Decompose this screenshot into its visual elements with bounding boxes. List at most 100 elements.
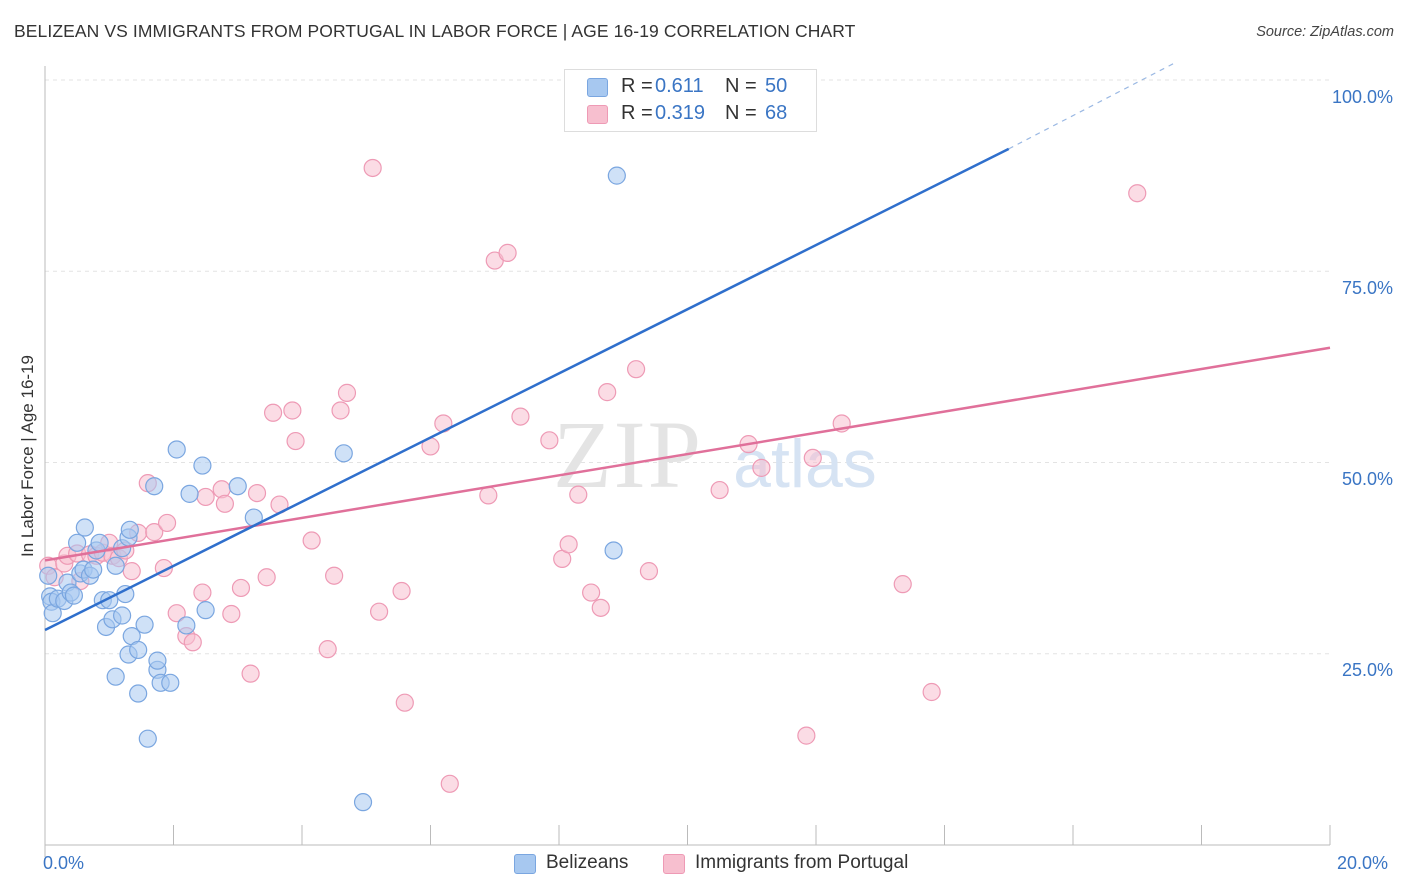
legend-n-label: N = (725, 75, 757, 97)
point-portugal-28 (241, 664, 260, 683)
point-belizeans-30 (129, 640, 148, 660)
point-belizeans-31 (129, 684, 148, 703)
point-portugal-43 (395, 693, 414, 712)
point-portugal-58 (626, 360, 646, 379)
y-tick-label-50: 50.0% (1341, 469, 1393, 489)
legend-swatch-belizeans (587, 78, 608, 97)
point-portugal-36 (318, 640, 337, 659)
legend-r-value: 0.319 (655, 102, 706, 124)
point-portugal-38 (331, 401, 350, 420)
point-portugal-51 (540, 431, 559, 450)
point-belizeans-32 (135, 615, 154, 634)
point-portugal-64 (803, 448, 822, 468)
point-portugal-21 (183, 633, 202, 652)
point-belizeans-34 (145, 477, 164, 496)
source-label: Source: ZipAtlas.com (1256, 24, 1394, 40)
point-belizeans-33 (138, 729, 157, 748)
point-portugal-16 (145, 523, 164, 542)
legend-r-value: 0.611 (655, 75, 704, 97)
point-portugal-66 (893, 575, 912, 594)
point-belizeans-16 (90, 533, 109, 552)
point-portugal-35 (302, 531, 321, 550)
point-portugal-56 (591, 598, 610, 617)
point-portugal-55 (582, 583, 601, 602)
point-belizeans-39 (167, 440, 186, 459)
point-belizeans-9 (68, 533, 87, 552)
point-portugal-68 (1128, 184, 1147, 203)
point-portugal-53 (559, 535, 578, 554)
trend-lines (44, 61, 1331, 632)
point-portugal-30 (257, 568, 276, 587)
point-belizeans-21 (106, 667, 125, 686)
point-portugal-18 (157, 513, 177, 533)
y-axis-title: In Labor Force | Age 16-19 (18, 355, 37, 557)
axes (44, 66, 1331, 857)
point-belizeans-44 (228, 477, 247, 496)
legend-r-label: R = (621, 75, 653, 97)
point-belizeans-48 (607, 166, 626, 185)
point-portugal-60 (710, 480, 729, 500)
point-belizeans-36 (148, 651, 167, 670)
legend-label-belizeans: Belizeans (546, 852, 629, 873)
chart-title: BELIZEAN VS IMMIGRANTS FROM PORTUGAL IN … (14, 21, 856, 41)
point-portugal-42 (392, 581, 411, 601)
point-portugal-31 (263, 403, 283, 422)
point-belizeans-47 (353, 793, 373, 812)
point-portugal-22 (193, 583, 212, 602)
point-belizeans-22 (106, 556, 125, 575)
point-portugal-54 (569, 485, 588, 504)
point-portugal-62 (752, 458, 771, 477)
point-portugal-39 (337, 383, 357, 402)
legend-r-label: R = (621, 102, 653, 124)
legend-swatch-portugal (663, 854, 685, 874)
legend-n-label: N = (725, 102, 757, 124)
point-belizeans-40 (177, 616, 196, 635)
point-portugal-26 (222, 604, 241, 624)
point-portugal-33 (283, 401, 302, 420)
point-belizeans-38 (161, 673, 180, 692)
point-portugal-57 (598, 383, 617, 402)
series-belizeans-points (39, 166, 626, 812)
y-tick-label-75: 75.0% (1341, 278, 1393, 298)
point-portugal-47 (479, 486, 498, 505)
legend-swatch-belizeans (514, 854, 536, 874)
legend-stats: R = 0.611 N = 50 R = 0.319 N = 68 (564, 69, 817, 132)
trend-line-portugal (44, 346, 1331, 562)
point-belizeans-49 (604, 541, 623, 560)
trend-extension-belizeans (1008, 61, 1177, 150)
point-portugal-46 (440, 774, 459, 793)
point-portugal-40 (363, 158, 382, 178)
point-portugal-34 (286, 431, 305, 451)
legend-swatch-portugal (587, 105, 608, 124)
point-portugal-63 (797, 726, 816, 745)
point-belizeans-24 (112, 606, 132, 625)
point-portugal-59 (639, 562, 659, 581)
point-portugal-50 (511, 407, 530, 426)
point-portugal-41 (370, 602, 389, 621)
point-belizeans-46 (334, 444, 353, 463)
point-portugal-29 (247, 484, 267, 503)
y-tick-label-100: 100.0% (1331, 87, 1393, 107)
point-portugal-13 (122, 562, 141, 581)
x-tick-label-min: 0.0% (43, 853, 85, 873)
y-tick-label-25: 25.0% (1341, 660, 1393, 680)
point-portugal-23 (196, 487, 215, 507)
point-belizeans-41 (180, 484, 199, 503)
gridlines (45, 79, 1330, 655)
trend-line-belizeans (44, 147, 1010, 632)
point-portugal-27 (231, 578, 251, 598)
point-belizeans-0 (39, 566, 58, 585)
point-belizeans-12 (75, 518, 94, 537)
point-belizeans-43 (196, 601, 215, 620)
point-portugal-19 (167, 604, 186, 623)
point-portugal-37 (325, 566, 344, 585)
point-belizeans-8 (64, 586, 84, 605)
point-belizeans-14 (84, 560, 103, 579)
legend-n-value: 68 (765, 102, 788, 124)
point-portugal-25 (215, 494, 234, 513)
x-tick-label-max: 20.0% (1337, 853, 1389, 873)
point-portugal-49 (498, 243, 517, 262)
legend-label-portugal: Immigrants from Portugal (695, 852, 909, 873)
point-belizeans-42 (193, 456, 212, 475)
